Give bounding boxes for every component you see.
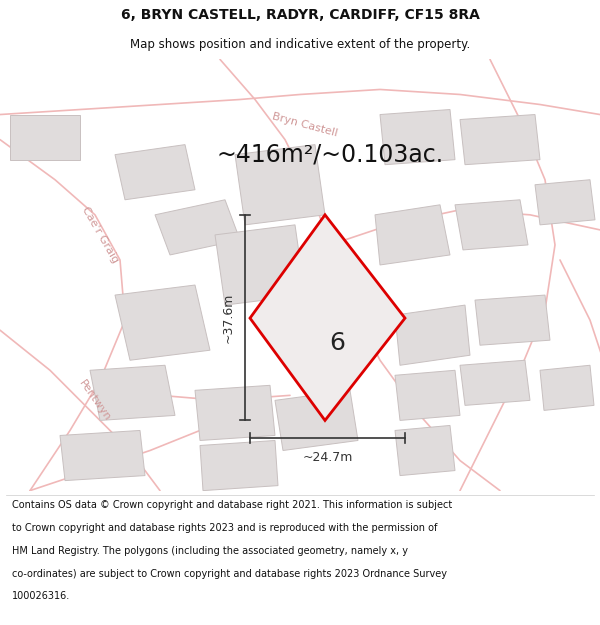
Text: Pentwyn: Pentwyn <box>77 378 113 423</box>
Polygon shape <box>475 295 550 345</box>
Polygon shape <box>115 285 210 360</box>
Polygon shape <box>540 365 594 411</box>
Polygon shape <box>155 200 240 255</box>
Polygon shape <box>195 386 275 441</box>
Polygon shape <box>375 205 450 265</box>
Polygon shape <box>235 144 325 225</box>
Text: HM Land Registry. The polygons (including the associated geometry, namely x, y: HM Land Registry. The polygons (includin… <box>12 546 408 556</box>
Polygon shape <box>60 431 145 481</box>
Polygon shape <box>460 114 540 164</box>
Polygon shape <box>455 200 528 250</box>
Text: 6: 6 <box>329 331 345 355</box>
Polygon shape <box>395 305 470 365</box>
Text: co-ordinates) are subject to Crown copyright and database rights 2023 Ordnance S: co-ordinates) are subject to Crown copyr… <box>12 569 447 579</box>
Text: Map shows position and indicative extent of the property.: Map shows position and indicative extent… <box>130 38 470 51</box>
Text: 100026316.: 100026316. <box>12 591 70 601</box>
Text: to Crown copyright and database rights 2023 and is reproduced with the permissio: to Crown copyright and database rights 2… <box>12 523 437 533</box>
Polygon shape <box>90 365 175 421</box>
Polygon shape <box>115 144 195 200</box>
Polygon shape <box>10 114 80 159</box>
Text: Bryn Castell: Bryn Castell <box>271 111 339 138</box>
Text: ~416m²/~0.103ac.: ~416m²/~0.103ac. <box>217 142 443 167</box>
Polygon shape <box>275 391 358 451</box>
Polygon shape <box>460 360 530 406</box>
Polygon shape <box>250 215 405 421</box>
Polygon shape <box>200 441 278 491</box>
Polygon shape <box>395 426 455 476</box>
Polygon shape <box>380 109 455 164</box>
Text: Cae'r Graig: Cae'r Graig <box>80 205 120 265</box>
Text: Contains OS data © Crown copyright and database right 2021. This information is : Contains OS data © Crown copyright and d… <box>12 500 452 510</box>
Polygon shape <box>535 180 595 225</box>
Text: ~37.6m: ~37.6m <box>222 292 235 342</box>
Polygon shape <box>215 225 305 305</box>
Text: ~24.7m: ~24.7m <box>302 451 353 464</box>
Polygon shape <box>395 370 460 421</box>
Text: 6, BRYN CASTELL, RADYR, CARDIFF, CF15 8RA: 6, BRYN CASTELL, RADYR, CARDIFF, CF15 8R… <box>121 8 479 22</box>
